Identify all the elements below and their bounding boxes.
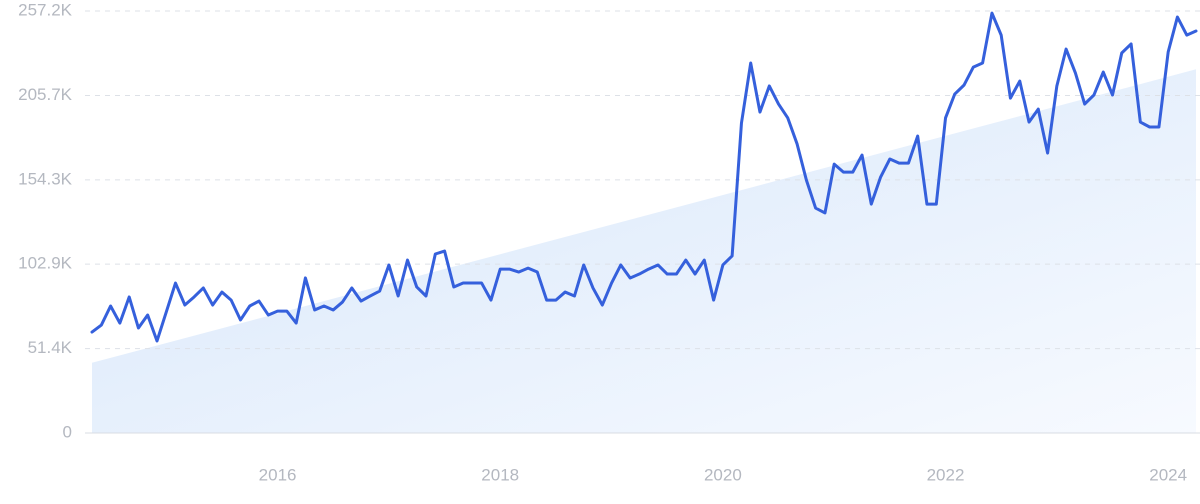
- line: [90, 11, 1198, 343]
- y-tick-label: 102.9K: [18, 254, 73, 273]
- trend-area: [92, 69, 1196, 434]
- y-tick-label: 154.3K: [18, 169, 73, 188]
- x-tick-label: 2024: [1149, 465, 1187, 484]
- x-tick-label: 2018: [481, 465, 519, 484]
- y-tick-label: 257.2K: [18, 0, 73, 19]
- x-tick-label: 2020: [704, 465, 742, 484]
- y-tick-label: 0: [63, 422, 72, 441]
- x-tick-label: 2022: [927, 465, 965, 484]
- y-tick-label: 205.7K: [18, 85, 73, 104]
- y-tick-label: 51.4K: [28, 338, 73, 357]
- x-tick-label: 2016: [259, 465, 297, 484]
